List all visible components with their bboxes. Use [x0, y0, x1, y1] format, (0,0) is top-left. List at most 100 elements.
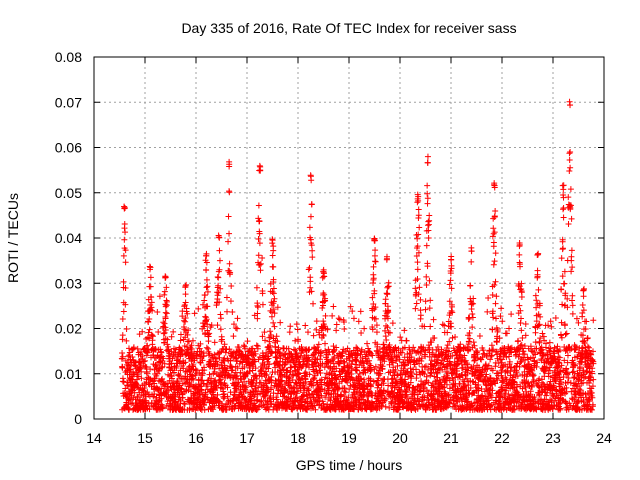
data-point — [371, 252, 378, 259]
data-point — [358, 329, 365, 336]
data-point — [144, 349, 151, 356]
data-point — [229, 367, 236, 374]
data-point — [364, 340, 371, 347]
data-point — [161, 291, 168, 298]
data-point — [266, 361, 273, 368]
data-point — [347, 303, 354, 310]
data-point — [306, 224, 313, 231]
y-tick-label: 0 — [74, 411, 82, 427]
data-point — [161, 339, 168, 346]
data-point — [285, 382, 292, 389]
data-point — [370, 300, 377, 307]
data-point — [298, 344, 305, 351]
data-point — [293, 321, 300, 328]
data-point — [161, 360, 168, 367]
data-point — [272, 343, 279, 350]
data-point — [224, 308, 231, 315]
data-point — [227, 269, 234, 276]
data-point — [370, 263, 377, 270]
data-point — [310, 382, 317, 389]
data-point — [360, 360, 367, 367]
data-point — [274, 353, 281, 360]
data-point — [203, 259, 210, 266]
data-point — [149, 307, 156, 314]
data-point — [202, 317, 209, 324]
data-point — [293, 350, 300, 357]
data-point — [336, 316, 343, 323]
data-point — [161, 320, 168, 327]
data-point — [270, 319, 277, 326]
data-point — [321, 364, 328, 371]
data-point — [346, 357, 353, 364]
data-point — [317, 356, 324, 363]
data-point — [193, 355, 200, 362]
data-point — [255, 215, 262, 222]
data-point — [370, 378, 377, 385]
data-point — [372, 363, 379, 370]
data-point — [189, 337, 196, 344]
x-tick-label: 14 — [86, 430, 102, 446]
data-point — [331, 354, 338, 361]
data-point — [324, 326, 331, 333]
data-point — [222, 349, 229, 356]
data-point — [152, 402, 159, 409]
data-point — [138, 349, 145, 356]
data-point — [372, 247, 379, 254]
data-point — [211, 378, 218, 385]
data-point — [238, 399, 245, 406]
data-point — [268, 400, 275, 407]
data-point — [372, 258, 379, 265]
data-point — [336, 360, 343, 367]
data-point — [184, 331, 191, 338]
data-point — [252, 358, 259, 365]
data-point — [293, 390, 300, 397]
data-point — [231, 404, 238, 411]
data-point — [158, 385, 165, 392]
data-point — [306, 346, 313, 353]
data-point — [119, 349, 126, 356]
data-point — [341, 359, 348, 366]
y-tick-label: 0.07 — [55, 94, 82, 110]
data-point — [120, 278, 127, 285]
data-point — [357, 308, 364, 315]
data-point — [284, 355, 291, 362]
data-point — [270, 285, 277, 292]
data-point — [292, 394, 299, 401]
data-point — [293, 380, 300, 387]
data-point — [308, 288, 315, 295]
data-point — [308, 242, 315, 249]
data-point — [244, 338, 251, 345]
data-point — [147, 274, 154, 281]
data-point — [333, 365, 340, 372]
data-point — [178, 385, 185, 392]
data-point — [290, 346, 297, 353]
data-point — [127, 366, 134, 373]
data-point — [204, 303, 211, 310]
data-point — [220, 388, 227, 395]
data-point — [122, 247, 129, 254]
data-point — [350, 315, 357, 322]
data-point — [120, 252, 127, 259]
data-point — [155, 329, 162, 336]
data-point — [134, 345, 141, 352]
data-point — [163, 284, 170, 291]
data-point — [252, 365, 259, 372]
data-point — [159, 363, 166, 370]
data-point — [122, 385, 129, 392]
data-point — [168, 333, 175, 340]
data-point — [162, 326, 169, 333]
data-point — [249, 367, 256, 374]
data-point — [352, 395, 359, 402]
data-point — [270, 298, 277, 305]
data-point — [369, 405, 376, 412]
data-point — [356, 370, 363, 377]
data-point — [317, 388, 324, 395]
data-point — [201, 367, 208, 374]
data-point — [190, 361, 197, 368]
data-point — [254, 315, 261, 322]
data-point — [143, 370, 150, 377]
data-point — [201, 406, 208, 413]
data-point — [270, 263, 277, 270]
data-point — [294, 353, 301, 360]
data-point — [253, 375, 260, 382]
